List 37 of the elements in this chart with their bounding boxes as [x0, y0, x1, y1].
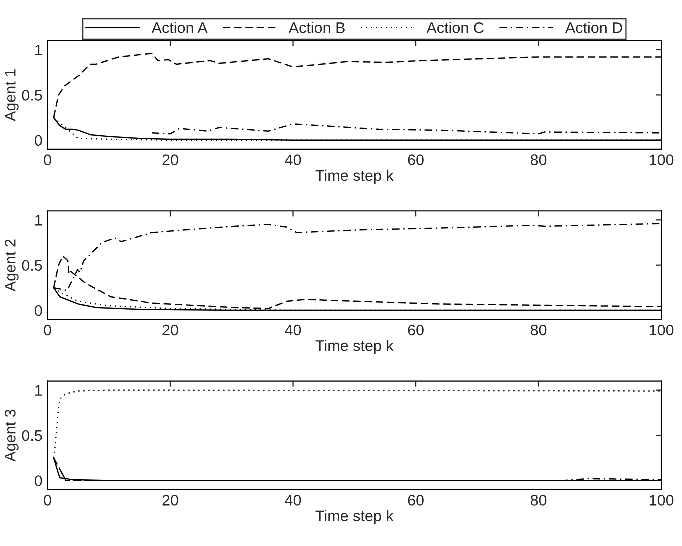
y-tick-label: 0 [34, 305, 42, 316]
x-axis-title: Time step k [316, 170, 394, 184]
x-tick-label: 60 [408, 324, 424, 336]
x-tick-label: 100 [650, 154, 674, 166]
y-axis-title: Agent 2 [5, 240, 19, 292]
y-tick-label: 0 [34, 476, 42, 486]
x-tick-label: 80 [530, 154, 547, 166]
legend-label: Action D [565, 22, 622, 34]
x-tick-label: 80 [530, 324, 547, 336]
x-tick-label: 100 [650, 324, 674, 336]
x-tick-label: 80 [530, 495, 547, 506]
y-tick-label: 0.5 [22, 260, 42, 272]
y-tick-label: 1 [36, 385, 42, 396]
x-tick-label: 60 [408, 154, 424, 166]
y-tick-label: 0.5 [22, 90, 42, 101]
y-axis-title: Agent 1 [5, 70, 19, 122]
legend-label: Action A [152, 22, 208, 34]
y-axis-title: Agent 3 [5, 410, 19, 462]
x-tick-label: 100 [650, 495, 674, 506]
x-axis-title: Time step k [316, 510, 394, 524]
x-tick-label: 20 [162, 324, 178, 336]
y-tick-label: 1 [36, 215, 42, 226]
x-tick-label: 20 [162, 495, 178, 506]
x-tick-label: 0 [44, 154, 52, 166]
y-tick-label: 1 [36, 45, 42, 56]
x-tick-label: 60 [408, 495, 424, 506]
legend-label: Action B [288, 22, 345, 34]
x-tick-label: 0 [44, 324, 52, 336]
y-tick-label: 0 [34, 135, 42, 146]
x-tick-label: 0 [44, 495, 52, 506]
x-axis-title: Time step k [316, 340, 394, 354]
x-tick-label: 40 [285, 324, 302, 336]
x-tick-label: 40 [285, 154, 302, 166]
x-tick-label: 20 [162, 154, 178, 166]
legend-label: Action C [426, 22, 484, 34]
y-tick-label: 0.5 [22, 430, 42, 442]
x-tick-label: 40 [285, 495, 302, 506]
